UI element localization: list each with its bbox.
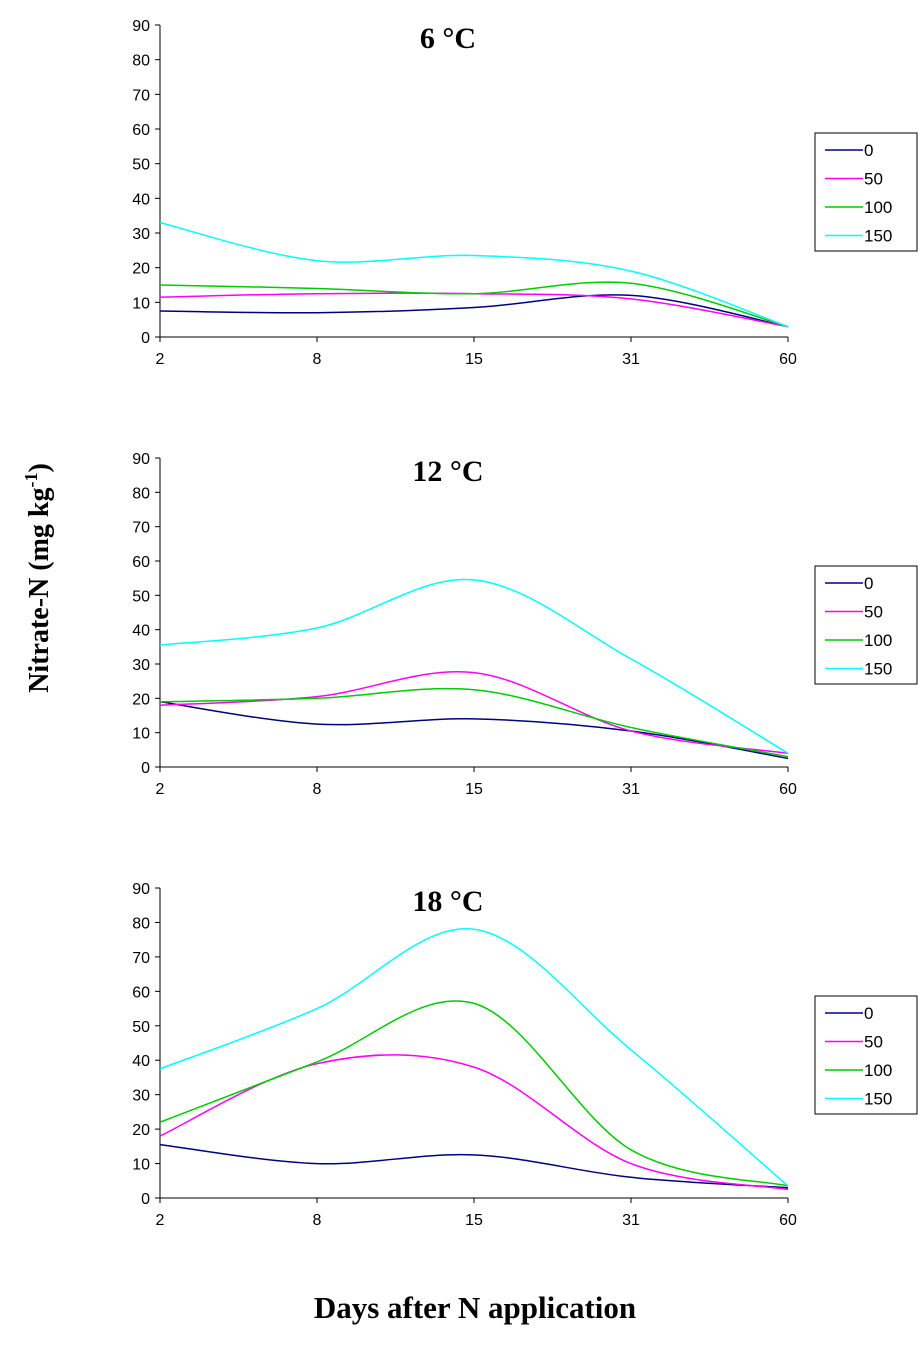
legend-box: [814, 565, 918, 685]
series-line-50: [159, 671, 789, 755]
legend-label-50: 50: [864, 603, 883, 622]
x-tick-label: 60: [779, 781, 797, 798]
y-tick-label: 10: [132, 1157, 150, 1174]
y-tick-label: 70: [132, 520, 150, 537]
series-line-50: [159, 1054, 789, 1191]
x-tick-label: 60: [779, 1212, 797, 1229]
legend-label-50: 50: [864, 170, 883, 189]
x-tick-label: 8: [313, 781, 322, 798]
y-tick-label: 90: [132, 451, 150, 468]
y-tick-label: 0: [141, 330, 150, 347]
chart-panel-2: 12 °C 0 10 20 30 40 50 60 70 80 90 2 8 15 31 60 0 50 100 15…: [132, 451, 918, 798]
y-axis-label-superscript: -1: [21, 473, 41, 488]
y-tick-label: 40: [132, 623, 150, 640]
legend-label-0: 0: [864, 574, 873, 593]
x-tick-label: 60: [779, 351, 797, 368]
series-line-0: [159, 1143, 789, 1189]
y-tick-label: 40: [132, 191, 150, 208]
legend-label-150: 150: [864, 660, 892, 679]
legend-label-100: 100: [864, 631, 892, 650]
series-line-100: [159, 1000, 789, 1187]
legend-label-0: 0: [864, 141, 873, 160]
series-line-100: [159, 281, 789, 328]
series-line-0: [159, 294, 789, 328]
series-line-150: [159, 928, 789, 1187]
series-line-150: [159, 578, 789, 754]
x-tick-label: 2: [156, 781, 165, 798]
legend-label-100: 100: [864, 198, 892, 217]
y-tick-label: 80: [132, 53, 150, 70]
legend: 0 50 100 150: [814, 132, 918, 252]
x-tick-label: 31: [622, 781, 640, 798]
y-axis-label-close: ): [24, 463, 55, 472]
series-line-0: [159, 701, 789, 760]
y-tick-label: 60: [132, 554, 150, 571]
x-tick-label: 31: [622, 1212, 640, 1229]
y-tick-label: 30: [132, 657, 150, 674]
x-tick-label: 8: [313, 351, 322, 368]
y-tick-label: 40: [132, 1053, 150, 1070]
legend-label-0: 0: [864, 1004, 873, 1023]
y-tick-label: 80: [132, 915, 150, 932]
legend-box: [814, 995, 918, 1115]
legend-label-50: 50: [864, 1033, 883, 1052]
x-axis-label: Days after N application: [314, 1290, 636, 1325]
y-tick-label: 30: [132, 1088, 150, 1105]
x-tick-label: 15: [465, 781, 483, 798]
legend: 0 50 100 150: [814, 995, 918, 1115]
y-tick-label: 80: [132, 485, 150, 502]
y-tick-label: 60: [132, 122, 150, 139]
y-tick-label: 10: [132, 295, 150, 312]
y-tick-label: 10: [132, 726, 150, 743]
y-tick-label: 30: [132, 226, 150, 243]
y-tick-label: 50: [132, 157, 150, 174]
y-axis-label-main: Nitrate-N (mg kg: [24, 488, 55, 693]
y-tick-label: 90: [132, 881, 150, 898]
x-tick-label: 2: [156, 1212, 165, 1229]
chart-title: 18 °C: [412, 885, 483, 918]
chart-panel-3: 18 °C 0 10 20 30 40 50 60 70 80 90 2 8 15 31 60 0 50 100 15…: [132, 881, 918, 1229]
x-tick-label: 31: [622, 351, 640, 368]
x-tick-label: 2: [156, 351, 165, 368]
x-tick-label: 15: [465, 351, 483, 368]
y-tick-label: 90: [132, 18, 150, 35]
y-tick-label: 20: [132, 1122, 150, 1139]
y-tick-label: 0: [141, 760, 150, 777]
y-tick-label: 60: [132, 984, 150, 1001]
chart-title: 12 °C: [412, 455, 483, 488]
y-tick-label: 20: [132, 691, 150, 708]
series-line-150: [159, 221, 789, 328]
x-tick-label: 8: [313, 1212, 322, 1229]
x-tick-label: 15: [465, 1212, 483, 1229]
y-tick-label: 50: [132, 1019, 150, 1036]
legend-box: [814, 132, 918, 252]
y-axis-label: Nitrate-N (mg kg-1): [21, 463, 55, 693]
chart-panel-1: 6 °C 0 10 20 30 40 50 60 70 80 90 2 8 15 31 60 0 50 100 150: [132, 18, 918, 368]
y-tick-label: 70: [132, 87, 150, 104]
legend-label-100: 100: [864, 1061, 892, 1080]
series-line-50: [159, 292, 789, 328]
chart-title: 6 °C: [420, 22, 476, 55]
legend: 0 50 100 150: [814, 565, 918, 685]
series-line-100: [159, 687, 789, 758]
y-tick-label: 70: [132, 950, 150, 967]
y-tick-label: 0: [141, 1191, 150, 1208]
legend-label-150: 150: [864, 227, 892, 246]
y-tick-label: 50: [132, 588, 150, 605]
legend-label-150: 150: [864, 1090, 892, 1109]
y-tick-label: 20: [132, 261, 150, 278]
